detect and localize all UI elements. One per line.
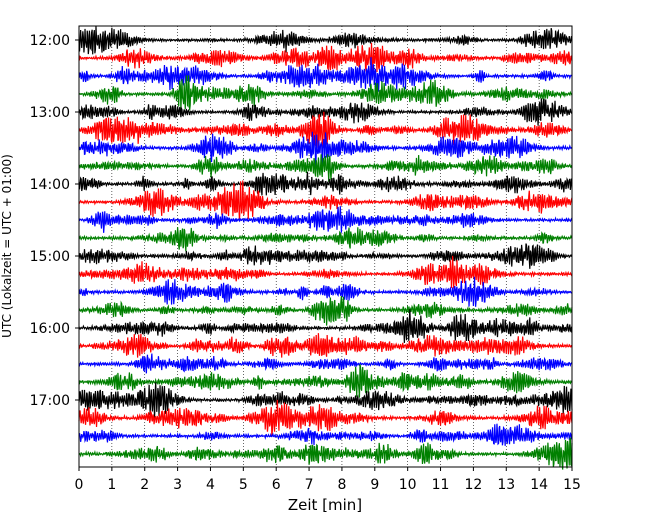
trace-row-1: [78, 42, 573, 74]
trace-row-0: [78, 26, 573, 55]
x-tick-label-2: 2: [140, 477, 149, 493]
x-tick-label-14: 14: [530, 477, 548, 493]
trace-row-16: [78, 309, 573, 343]
x-axis-ticks: 0 1 2 3 4 5 6 7 8 9 10 11 12 13 14 15: [75, 467, 581, 493]
trace-row-13: [78, 255, 573, 289]
trace-row-9: [78, 180, 573, 222]
trace-row-8: [78, 171, 573, 196]
trace-row-15: [78, 295, 573, 326]
trace-row-19: [78, 364, 573, 398]
y-tick-label-16:00: 16:00: [30, 321, 70, 337]
x-axis-label: Zeit [min]: [288, 496, 362, 514]
y-tick-label-12:00: 12:00: [30, 33, 70, 49]
plot-frame: [78, 25, 573, 468]
y-tick-label-13:00: 13:00: [30, 105, 70, 121]
x-tick-label-11: 11: [432, 477, 450, 493]
x-tick-label-10: 10: [399, 477, 417, 493]
x-tick-label-4: 4: [206, 477, 215, 493]
y-axis-label: UTC (Lokalzeit = UTC + 01:00): [0, 154, 14, 338]
seismic-traces: [78, 26, 573, 470]
y-axis-ticks: 12:00 13:00 14:00 15:00 16:00 17:00: [30, 33, 79, 409]
x-tick-label-15: 15: [563, 477, 581, 493]
x-tick-label-9: 9: [370, 477, 379, 493]
x-tick-label-12: 12: [464, 477, 482, 493]
trace-row-7: [78, 154, 573, 182]
y-tick-label-17:00: 17:00: [30, 393, 70, 409]
trace-row-23: [78, 437, 573, 470]
trace-row-11: [78, 227, 573, 252]
trace-row-4: [78, 98, 573, 126]
x-tick-label-6: 6: [272, 477, 281, 493]
trace-row-5: [78, 111, 573, 149]
trace-row-3: [78, 75, 573, 111]
trace-row-17: [78, 333, 573, 358]
x-tick-label-5: 5: [239, 477, 248, 493]
trace-row-21: [78, 399, 573, 437]
y-tick-label-15:00: 15:00: [30, 249, 70, 265]
trace-row-20: [78, 382, 573, 419]
x-tick-label-8: 8: [337, 477, 346, 493]
x-tick-label-13: 13: [497, 477, 515, 493]
x-tick-label-3: 3: [173, 477, 182, 493]
x-tick-label-0: 0: [75, 477, 84, 493]
x-tick-label-1: 1: [107, 477, 116, 493]
trace-row-6: [78, 131, 573, 169]
trace-row-2: [78, 57, 573, 92]
y-tick-label-14:00: 14:00: [30, 177, 70, 193]
trace-row-14: [78, 276, 573, 307]
x-tick-label-7: 7: [305, 477, 314, 493]
trace-row-22: [78, 423, 573, 446]
trace-row-18: [78, 353, 573, 374]
trace-row-10: [78, 206, 573, 233]
trace-row-12: [78, 243, 573, 269]
